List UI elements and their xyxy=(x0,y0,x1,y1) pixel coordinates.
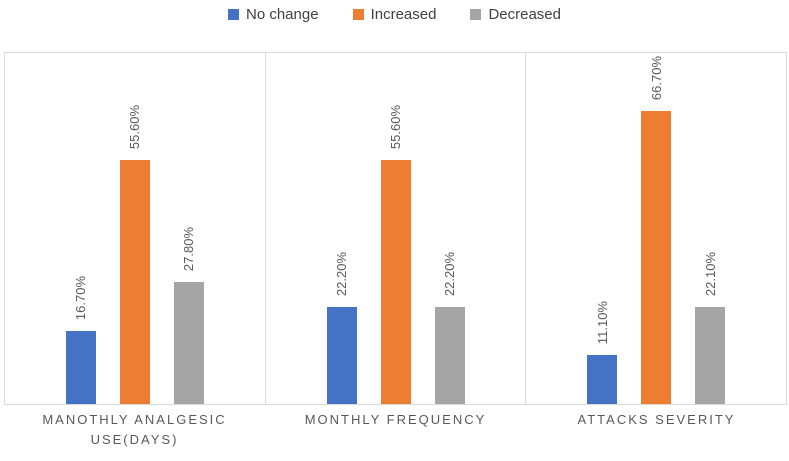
chart-legend: No change Increased Decreased xyxy=(0,2,789,26)
category-label-line: MANOTHLY ANALGESIC xyxy=(42,412,227,427)
legend-item-increased: Increased xyxy=(352,5,437,23)
bar-group-manothly-analgesic-use-days-decreased: 27.80% xyxy=(173,226,204,404)
bar-value-label: 55.60% xyxy=(127,104,143,149)
decreased-bar xyxy=(695,307,726,404)
no-change-bar xyxy=(65,331,96,404)
bar-group-monthly-frequency-decreased: 22.20% xyxy=(434,251,465,404)
legend-swatch-icon xyxy=(470,8,482,20)
bar-value-label: 11.10% xyxy=(594,300,610,344)
increased-bar xyxy=(641,111,672,404)
no-change-bar xyxy=(587,355,618,404)
legend-label: Decreased xyxy=(488,5,561,23)
bar-group-monthly-frequency-no-change: 22.20% xyxy=(326,251,357,404)
category-label-manothly-analgesic-use-days: MANOTHLY ANALGESIC USE(DAYS) xyxy=(4,410,265,450)
panel-manothly-analgesic-use-days: 16.70% 55.60% 27.80% xyxy=(5,53,266,404)
category-label-line: USE(DAYS) xyxy=(90,432,179,448)
bar-group-attacks-severity-decreased: 22.10% xyxy=(695,251,726,404)
decreased-bar xyxy=(434,307,465,404)
legend-item-decreased: Decreased xyxy=(470,6,561,23)
bar-value-label: 22.20% xyxy=(334,251,349,296)
legend-label: Increased xyxy=(370,5,437,23)
bar-group-monthly-frequency-increased: 55.60% xyxy=(380,104,411,404)
panel-attacks-severity: 11.10% 66.70% 22.10% xyxy=(526,53,786,404)
legend-swatch-icon xyxy=(352,8,364,20)
plot-area: 16.70% 55.60% 27.80% 22.20% 55.60% 22.20% 11.1… xyxy=(4,52,787,405)
increased-bar xyxy=(119,160,150,404)
legend-item-no-change: No change xyxy=(228,6,319,23)
panel-monthly-frequency: 22.20% 55.60% 22.20% xyxy=(266,53,527,404)
category-label-attacks-severity: ATTACKS SEVERITY xyxy=(526,410,787,450)
category-label-monthly-frequency: MONTHLY FREQUENCY xyxy=(265,410,526,450)
category-axis: MANOTHLY ANALGESIC USE(DAYS) MONTHLY FREQU… xyxy=(4,410,787,450)
bar-value-label: 22.20% xyxy=(442,251,457,296)
decreased-bar xyxy=(173,282,204,404)
bar-group-manothly-analgesic-use-days-no-change: 16.70% xyxy=(65,275,96,404)
increased-bar xyxy=(380,160,411,404)
bar-value-label: 22.10% xyxy=(702,251,718,296)
bar-group-manothly-analgesic-use-days-increased: 55.60% xyxy=(119,104,150,404)
legend-label: No change xyxy=(246,5,319,23)
bar-value-label: 55.60% xyxy=(388,104,403,149)
bar-value-label: 16.70% xyxy=(73,275,89,320)
bar-group-attacks-severity-no-change: 11.10% xyxy=(587,300,618,404)
legend-swatch-icon xyxy=(228,8,239,20)
no-change-bar xyxy=(326,307,357,404)
bar-value-label: 27.80% xyxy=(181,226,197,271)
category-label-line: ATTACKS SEVERITY xyxy=(577,412,736,427)
bar-group-attacks-severity-increased: 66.70% xyxy=(641,55,672,404)
bar-value-label: 66.70% xyxy=(648,55,664,100)
category-label-line: MONTHLY FREQUENCY xyxy=(304,412,487,427)
